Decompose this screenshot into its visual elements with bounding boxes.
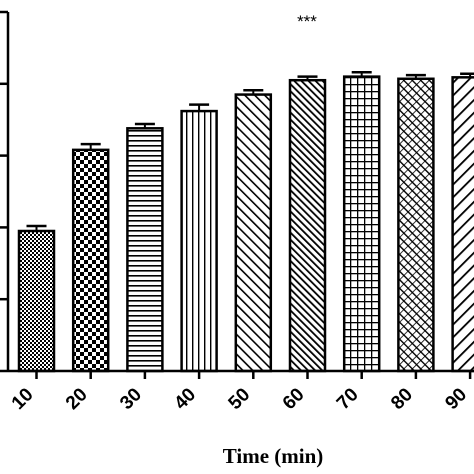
bar-80 [397,77,435,373]
bar-20 [71,148,110,373]
x-tick-label-40: 40 [170,384,200,414]
x-axis-label: Time (min) [223,444,324,468]
x-axis: 10 20 30 40 50 60 70 80 90 [8,369,474,414]
bar-50 [234,93,273,373]
bar-group-70 [342,71,381,373]
x-tick-label-60: 60 [279,384,309,414]
y-axis [0,10,10,373]
x-tick-label-90: 90 [441,384,471,414]
bar-70 [342,75,381,373]
x-tick-label-10: 10 [8,384,38,414]
bar-group-30 [126,122,164,373]
bar-90 [451,76,474,373]
bar-60 [288,78,327,373]
significance-annotation: *** [297,12,317,31]
x-tick-label-20: 20 [62,384,92,414]
bar-group-40 [180,103,218,373]
x-tick-label-50: 50 [225,384,255,414]
bar-group-50 [234,89,273,373]
bar-group-20 [71,142,110,373]
bar-40 [180,109,218,373]
x-tick-label-30: 30 [116,384,146,414]
bar-group-90 [451,72,474,373]
x-tick-label-80: 80 [387,384,417,414]
bar-group-60 [288,75,327,373]
x-tick-label-70: 70 [333,384,363,414]
bars-group [17,71,474,373]
bar-30 [126,127,164,373]
bar-group-80 [397,73,435,373]
bar-group-10 [17,224,56,373]
bar-10 [17,229,56,373]
